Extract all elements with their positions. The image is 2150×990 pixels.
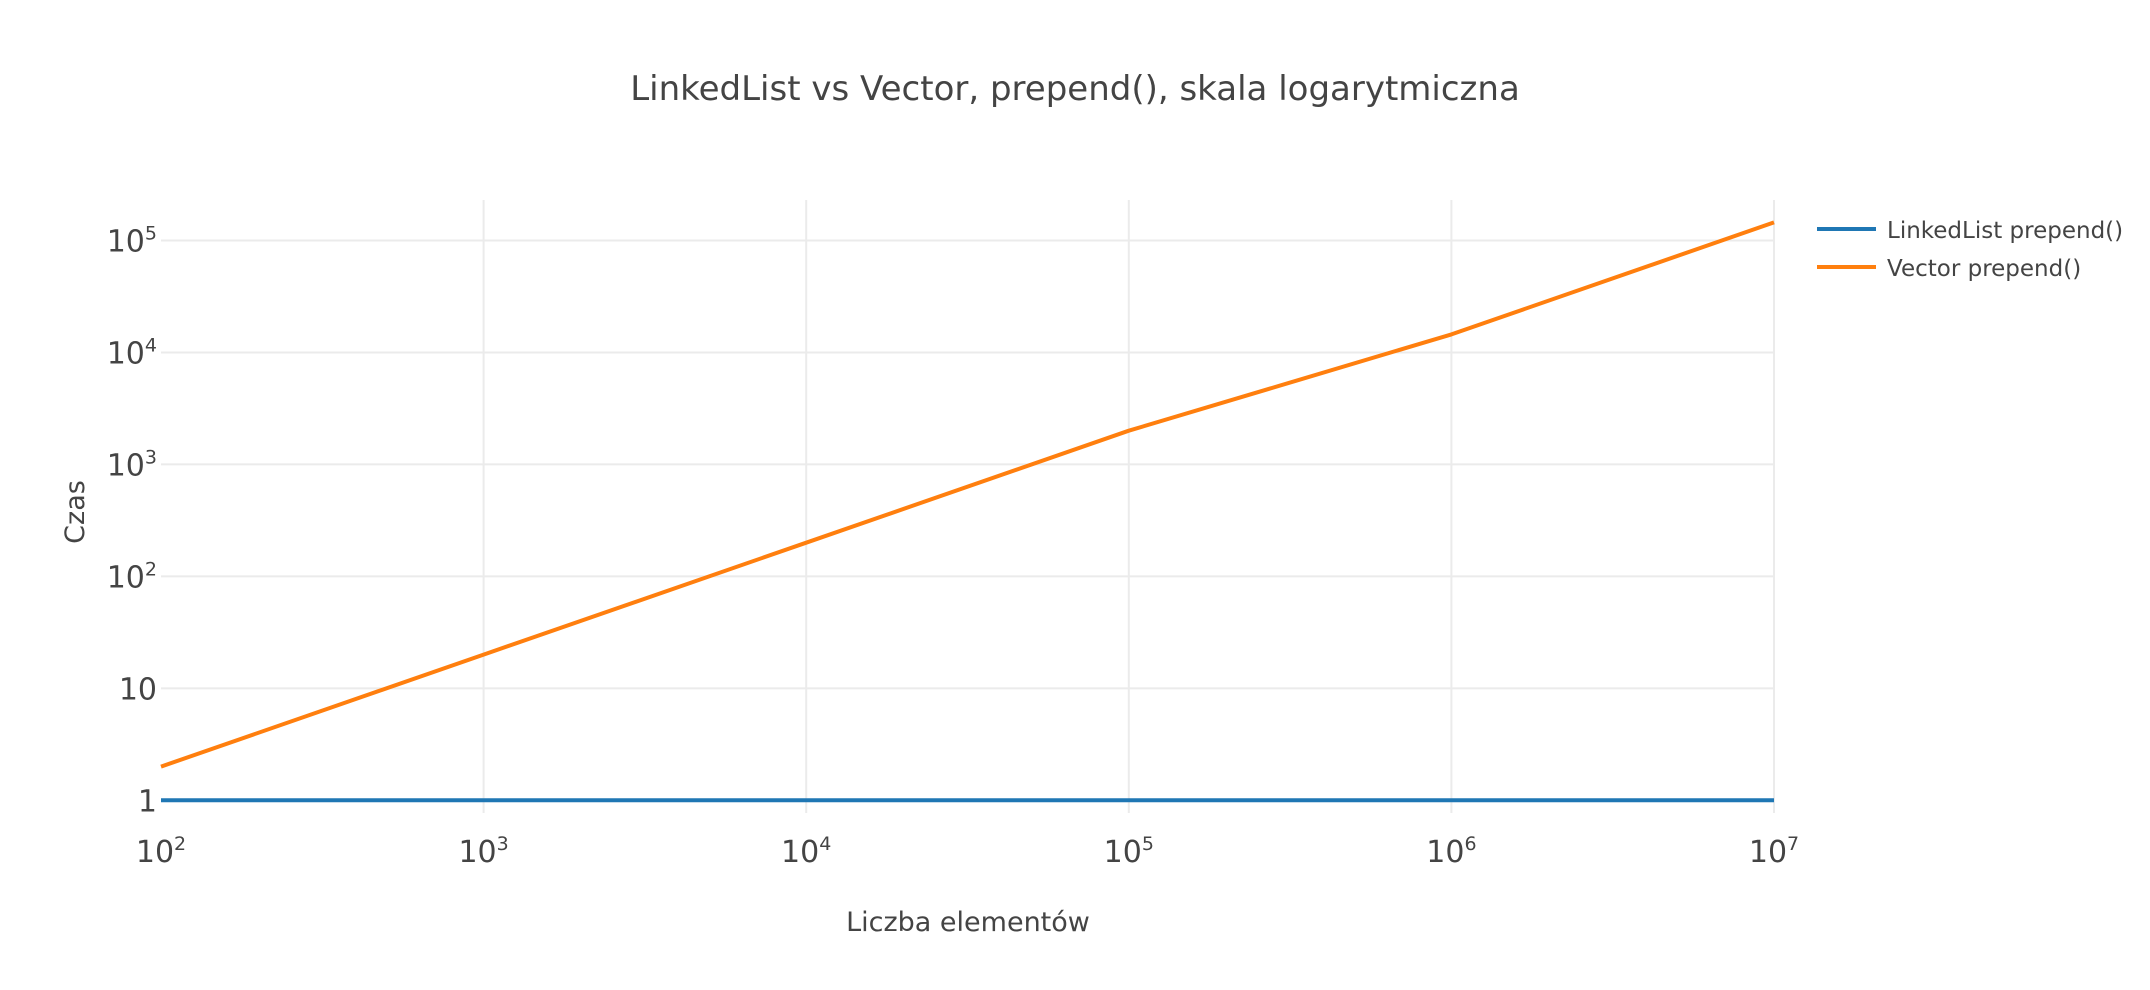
y-tick-label-exponent: 3: [145, 446, 157, 468]
legend-label-vector: Vector prepend(): [1887, 256, 2081, 282]
x-tick-label-exponent: 6: [1464, 833, 1476, 855]
legend: LinkedList prepend() Vector prepend(): [1817, 218, 2123, 282]
y-tick-label-exponent: 5: [145, 222, 157, 244]
legend-item-vector[interactable]: Vector prepend(): [1817, 256, 2081, 282]
y-tick-label-base: 10: [107, 560, 145, 595]
x-tick-label-base: 10: [1426, 835, 1464, 870]
x-tick-label-base: 10: [458, 835, 496, 870]
x-tick-label-exponent: 3: [497, 833, 509, 855]
y-tick-label: 102: [107, 558, 157, 595]
y-tick-label: 103: [107, 446, 157, 483]
legend-label-linkedlist: LinkedList prepend(): [1887, 218, 2123, 244]
x-tick-label-base: 10: [1749, 835, 1787, 870]
x-tick-label-base: 10: [1104, 835, 1142, 870]
x-tick-label-exponent: 7: [1787, 833, 1799, 855]
y-tick-label-base: 1: [138, 784, 157, 819]
y-tick-label: 104: [107, 334, 157, 371]
series-line-vector[interactable]: [160, 220, 1775, 769]
x-tick-label-exponent: 4: [819, 833, 831, 855]
y-tick-label-base: 10: [107, 448, 145, 483]
y-tick-label: 1: [138, 784, 157, 819]
x-tick-label: 106: [1426, 833, 1476, 870]
y-tick-label-base: 10: [107, 336, 145, 371]
x-tick-label: 102: [136, 833, 186, 870]
x-tick-label: 103: [458, 833, 508, 870]
y-tick-label-exponent: 2: [145, 558, 157, 580]
y-axis-title: Czas: [60, 480, 91, 544]
x-tick-label-base: 10: [781, 835, 819, 870]
series-lines: [160, 220, 1775, 803]
x-tick-label-base: 10: [136, 835, 174, 870]
y-tick-label-base: 10: [119, 672, 157, 707]
x-tick-label-exponent: 5: [1142, 833, 1154, 855]
y-tick-label-base: 10: [107, 224, 145, 259]
chart-title: LinkedList vs Vector, prepend(), skala l…: [630, 69, 1520, 109]
x-tick-label: 105: [1104, 833, 1154, 870]
x-tick-label-exponent: 2: [174, 833, 186, 855]
x-tick-label: 104: [781, 833, 831, 870]
legend-item-linkedlist[interactable]: LinkedList prepend(): [1817, 218, 2123, 244]
y-tick-label: 105: [107, 222, 157, 259]
y-tick-label-exponent: 4: [145, 334, 157, 356]
grid-lines: [161, 200, 1775, 813]
y-tick-label: 10: [119, 672, 157, 707]
x-axis-title: Liczba elementów: [846, 907, 1090, 938]
x-tick-label: 107: [1749, 833, 1799, 870]
